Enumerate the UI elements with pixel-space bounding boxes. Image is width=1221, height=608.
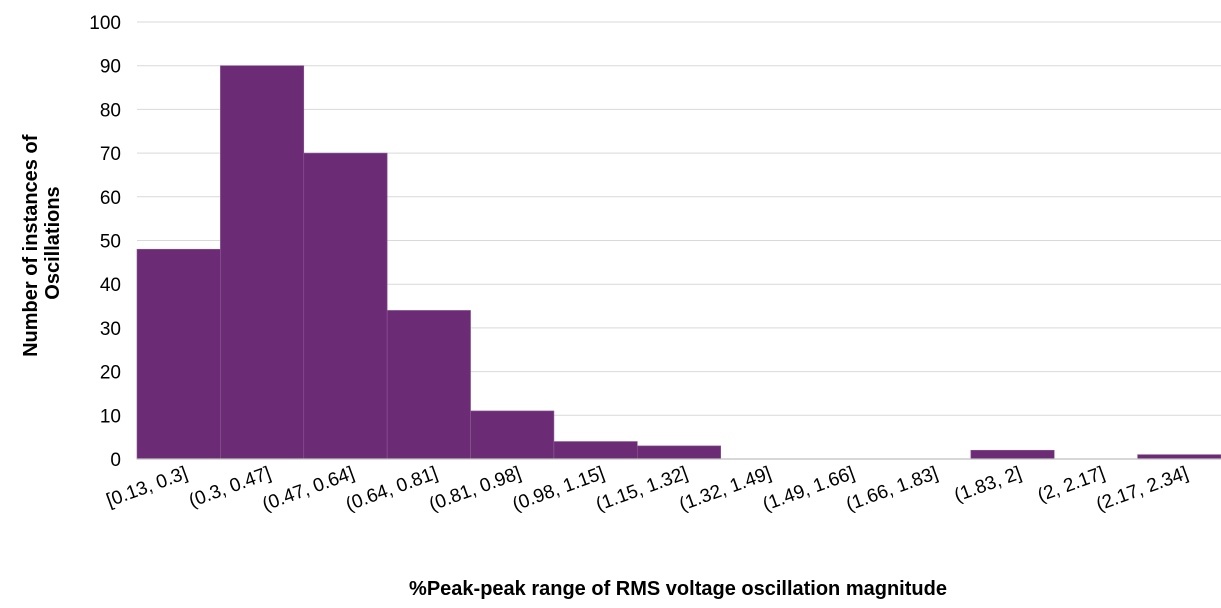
- x-tick-label: (1.66, 1.83]: [843, 463, 941, 516]
- bar: [553, 441, 638, 460]
- y-axis-title-line-1: Number of instances of: [20, 134, 42, 357]
- x-axis-title: %Peak-peak range of RMS voltage oscillat…: [409, 578, 947, 600]
- y-axis-title-line-2: Oscillations: [42, 186, 64, 299]
- bar: [637, 445, 721, 460]
- y-tick-label: 70: [100, 144, 121, 165]
- bar: [136, 248, 221, 460]
- y-tick-label: 50: [100, 232, 121, 253]
- y-axis-title: Number of instances of Oscillations: [20, 129, 64, 357]
- x-tick-labels: [0.13, 0.3](0.3, 0.47](0.47, 0.64](0.64,…: [104, 463, 1191, 516]
- x-tick-label: (1.49, 1.66]: [760, 463, 858, 516]
- y-tick-label: 0: [110, 450, 121, 471]
- x-tick-label: (1.15, 1.32]: [593, 463, 691, 516]
- bar: [303, 152, 388, 460]
- x-tick-label: (0.47, 0.64]: [260, 463, 358, 516]
- y-tick-label: 90: [100, 57, 121, 78]
- y-tick-label: 100: [89, 13, 121, 34]
- y-tick-label: 30: [100, 319, 121, 340]
- bars: [136, 65, 1221, 460]
- x-tick-label: (0.81, 0.98]: [426, 463, 524, 516]
- bar: [386, 310, 471, 460]
- y-tick-label: 10: [100, 406, 121, 427]
- x-tick-label: (1.32, 1.49]: [677, 463, 775, 516]
- x-tick-label: (0.98, 1.15]: [510, 463, 608, 516]
- y-tick-label: 80: [100, 100, 121, 121]
- bar: [1137, 454, 1221, 460]
- bar: [220, 65, 305, 460]
- y-tick-label: 20: [100, 363, 121, 384]
- bar: [970, 449, 1055, 460]
- y-tick-labels: 0 10 20 30 40 50 60 70 80 90 100: [89, 13, 121, 471]
- y-tick-label: 40: [100, 275, 121, 296]
- x-tick-label: (2.17, 2.34]: [1094, 463, 1192, 516]
- x-tick-label: (1.83, 2]: [952, 463, 1025, 507]
- bar: [470, 410, 555, 460]
- x-tick-label: (0.3, 0.47]: [186, 463, 274, 512]
- y-tick-label: 60: [100, 188, 121, 209]
- x-tick-label: (0.64, 0.81]: [343, 463, 441, 516]
